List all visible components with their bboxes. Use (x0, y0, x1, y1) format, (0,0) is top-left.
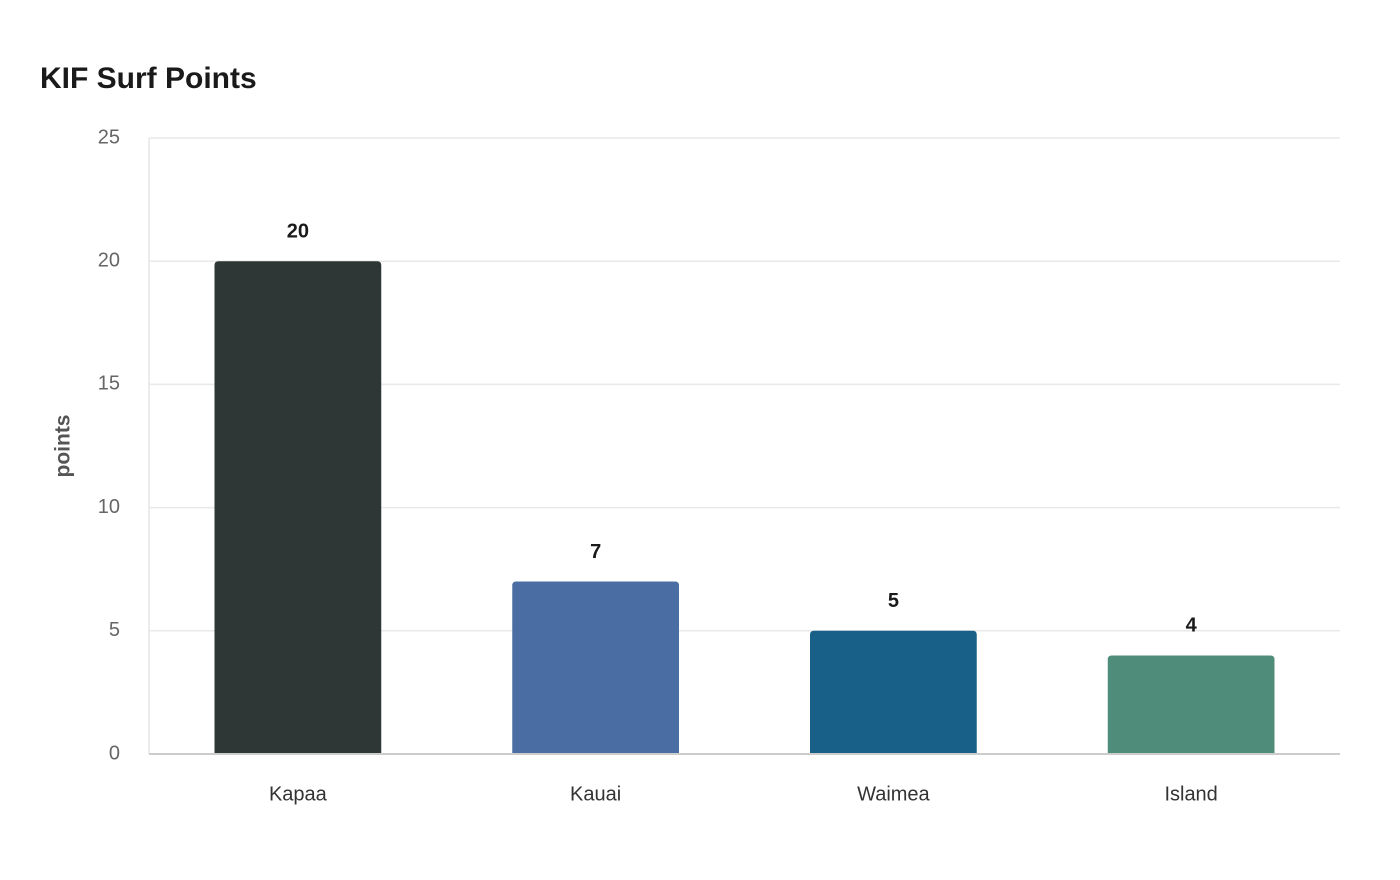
data-label: 20 (287, 220, 309, 242)
data-label: 4 (1186, 615, 1198, 637)
y-tick-label: 20 (98, 249, 120, 271)
y-tick-label: 15 (98, 373, 120, 395)
y-tick-label: 5 (109, 619, 120, 641)
x-tick-label: Kauai (570, 783, 621, 805)
y-axis-label: points (52, 415, 75, 478)
bar (1107, 655, 1275, 754)
y-tick-label: 25 (98, 126, 120, 148)
y-tick-label: 0 (109, 742, 120, 764)
data-label: 7 (590, 541, 601, 563)
bar (810, 630, 977, 754)
data-label: 5 (888, 590, 899, 612)
y-tick-label: 10 (98, 496, 120, 518)
bar (214, 261, 382, 754)
chart-title: KIF Surf Points (40, 62, 257, 95)
x-tick-label: Island (1164, 783, 1217, 805)
x-tick-label: Kapaa (269, 783, 328, 805)
bar (512, 581, 679, 754)
x-tick-label: Waimea (857, 783, 930, 805)
